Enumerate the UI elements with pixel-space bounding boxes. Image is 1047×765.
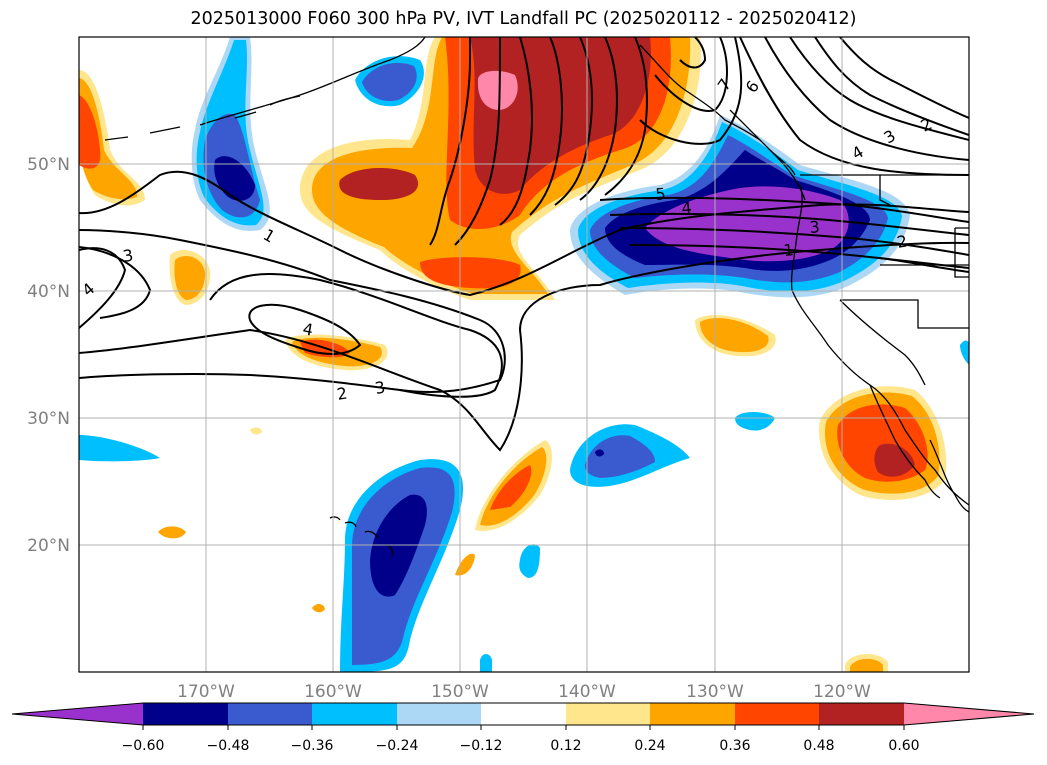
lat-label-50n: 50°N: [27, 155, 70, 175]
lat-axis-labels: 50°N 40°N 30°N 20°N: [27, 155, 70, 556]
pv-contour-4: [79, 247, 127, 329]
pv-contour-east-1: [739, 37, 969, 176]
contour-label-2-east: 2: [895, 231, 908, 251]
colorbar-segment-8: [735, 703, 819, 725]
contour-label-3-mid: 3: [373, 377, 386, 397]
pv-contour-trough-c: [679, 37, 707, 69]
pv-contour-east-5: [814, 37, 969, 136]
lon-label-160w: 160°W: [304, 682, 362, 702]
pv-contour-band-2: [609, 212, 969, 236]
coastline-west-coast: [790, 184, 969, 506]
lon-label-130w: 130°W: [686, 682, 744, 702]
contour-label-2-mid: 2: [335, 383, 348, 403]
lon-label-120w: 120°W: [813, 682, 871, 702]
pv-anomaly-west-coast-positive: [79, 70, 145, 206]
pv-contour-ridge-a: [429, 37, 471, 246]
pv-contour-east-3: [789, 37, 969, 141]
colorbar-segment-4: [397, 703, 481, 725]
contour-labels: 3 4 1 4 2 3 5 4 3 1 2 7 6 4 3 2: [79, 75, 935, 404]
coastline-hawaii: [329, 516, 394, 557]
lat-label-30n: 30°N: [27, 409, 70, 429]
colorbar-segment-5: [481, 703, 566, 725]
coastline-baja: [869, 384, 941, 499]
pv-contour-1: [79, 170, 969, 297]
coastline-mexico: [929, 439, 969, 513]
pv-contour-ridge-c: [499, 37, 533, 226]
lat-label-40n: 40°N: [27, 282, 70, 302]
pv-contour-ridge-e: [554, 37, 593, 206]
pv-anomaly-subtropical-band: [475, 440, 552, 531]
pv-contour-ridge-f: [579, 37, 618, 201]
pv-contour-band-4: [629, 244, 969, 269]
colorbar-segment-7: [650, 703, 735, 725]
pv-contour-4b: [248, 303, 362, 355]
pv-anomaly-small-spots: [158, 427, 888, 672]
pv-contour-band-3: [619, 227, 969, 256]
coastline-alaska: [199, 37, 426, 126]
colorbar-tick-label-10: 0.60: [888, 738, 919, 754]
pv-anomaly-central-pacific: [340, 459, 464, 672]
colorbar-tick-label-1: −0.60: [122, 738, 165, 754]
map-frame: [78, 36, 970, 673]
colorbar-segment-2: [228, 703, 312, 725]
contour-label-3-west: 3: [121, 245, 134, 265]
pv-contour-east-4: [839, 37, 969, 119]
colorbar-tick-label-2: −0.48: [207, 738, 250, 754]
pv-anomaly-small-negative: [79, 340, 969, 672]
gridlines: [79, 37, 969, 672]
colorbar-extend-low: [12, 703, 143, 725]
colorbar-extend-high: [904, 703, 1034, 725]
pv-anomaly-central-negative: [570, 424, 690, 487]
pv-anomaly-gulf-of-alaska: [300, 37, 701, 300]
border-states-3: [839, 299, 926, 386]
lon-label-170w: 170°W: [177, 682, 235, 702]
colorbar-segment-6: [566, 703, 650, 725]
border-states-1: [840, 299, 969, 329]
coastline-gulf: [639, 44, 761, 141]
pv-contour-3: [79, 229, 506, 393]
figure-title: 2025013000 F060 300 hPa PV, IVT Landfall…: [190, 9, 857, 29]
lon-axis-labels: 170°W 160°W 150°W 140°W 130°W 120°W: [177, 682, 871, 702]
colorbar-tick-label-8: 0.36: [719, 738, 750, 754]
border-states-5: [954, 227, 969, 278]
lon-label-150w: 150°W: [431, 682, 489, 702]
coastlines: [104, 37, 969, 557]
contour-label-1-east: 1: [783, 240, 795, 260]
colorbar-segment-9: [819, 703, 904, 725]
pv-contour-trough-a: [639, 37, 743, 145]
colorbar-tick-label-6: 0.12: [550, 738, 581, 754]
pv-contour-5: [209, 273, 503, 398]
colorbar-tick-label-7: 0.24: [634, 738, 665, 754]
colorbar-tick-label-4: −0.24: [376, 738, 419, 754]
pv-contour-ridge-b: [454, 37, 501, 246]
border-states-4: [879, 175, 891, 206]
lon-label-140w: 140°W: [558, 682, 616, 702]
coastline-alaska-peninsula: [104, 95, 301, 141]
colorbar-segment-3: [312, 703, 397, 725]
contour-label-4-mid: 4: [301, 319, 314, 339]
contour-label-4-east: 4: [681, 198, 693, 218]
pv-anomaly-alaska-negative: [355, 56, 424, 107]
colorbar-segment-1: [143, 703, 228, 725]
colorbar-ticks: [142, 725, 905, 730]
lat-label-20n: 20°N: [27, 536, 70, 556]
colorbar-tick-label-5: −0.12: [460, 738, 503, 754]
pv-contours: [79, 37, 969, 452]
pv-contour-west-loop: [79, 246, 152, 319]
colorbar-tick-label-3: −0.36: [291, 738, 334, 754]
colorbar: −0.60 −0.48 −0.36 −0.24 −0.12 0.12 0.24 …: [11, 702, 1035, 754]
pv-contour-east-2: [764, 37, 969, 161]
pv-contour-band-1: [599, 196, 969, 223]
coastline-vancouver: [769, 149, 796, 176]
pv-contour-ridge-g: [604, 37, 648, 196]
colorbar-tick-label-9: 0.48: [803, 738, 834, 754]
contour-label-3-east: 3: [809, 217, 821, 237]
pv-contour-ridge-d: [529, 37, 563, 216]
contour-label-5: 5: [655, 184, 667, 204]
map-area: 3 4 1 4 2 3 5 4 3 1 2 7 6 4 3 2: [79, 37, 969, 672]
